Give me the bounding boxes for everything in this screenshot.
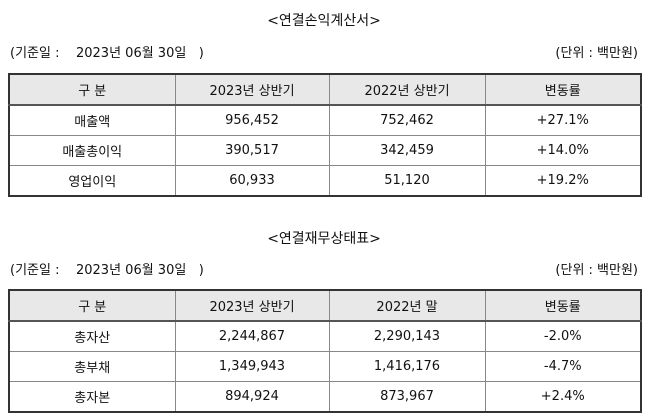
value-2022: 1,416,176 — [328, 351, 486, 382]
table-header-row: 구 분 2023년 상반기 2022년 말 변동률 — [8, 289, 642, 322]
change-rate: +14.0% — [484, 135, 642, 166]
value-2023: 60,933 — [174, 165, 330, 197]
row-label: 영업이익 — [8, 165, 176, 197]
value-2023: 2,244,867 — [174, 320, 330, 352]
row-label: 매출액 — [8, 104, 176, 136]
table-row: 총자본 894,924 873,967 +2.4% — [8, 381, 642, 413]
change-rate: +27.1% — [484, 104, 642, 136]
income-base-date: (기준일 : 2023년 06월 30일 ) — [10, 46, 204, 61]
table-row: 매출총이익 390,517 342,459 +14.0% — [8, 135, 642, 166]
change-rate: -2.0% — [484, 320, 642, 352]
header-2022-end: 2022년 말 — [328, 289, 486, 322]
income-unit: (단위 : 백만원) — [555, 46, 638, 61]
row-label: 총자산 — [8, 320, 176, 352]
row-label: 총자본 — [8, 381, 176, 413]
value-2022: 873,967 — [328, 381, 486, 413]
table-row: 총자산 2,244,867 2,290,143 -2.0% — [8, 320, 642, 352]
balance-sheet-title: <연결재무상태표> — [267, 231, 381, 247]
value-2022: 342,459 — [328, 135, 486, 166]
header-category: 구 분 — [8, 73, 176, 106]
value-2023: 956,452 — [174, 104, 330, 136]
change-rate: -4.7% — [484, 351, 642, 382]
change-rate: +2.4% — [484, 381, 642, 413]
value-2022: 752,462 — [328, 104, 486, 136]
header-change-rate: 변동률 — [484, 73, 642, 106]
header-2023-h1: 2023년 상반기 — [174, 289, 330, 322]
value-2023: 894,924 — [174, 381, 330, 413]
balance-base-date: (기준일 : 2023년 06월 30일 ) — [10, 263, 204, 278]
balance-sheet-table: 구 분 2023년 상반기 2022년 말 변동률 총자산 2,244,867 … — [8, 289, 642, 413]
header-2023-h1: 2023년 상반기 — [174, 73, 330, 106]
header-category: 구 분 — [8, 289, 176, 322]
header-change-rate: 변동률 — [484, 289, 642, 322]
value-2022: 2,290,143 — [328, 320, 486, 352]
table-row: 매출액 956,452 752,462 +27.1% — [8, 104, 642, 136]
table-row: 영업이익 60,933 51,120 +19.2% — [8, 165, 642, 197]
income-statement-title: <연결손익계산서> — [267, 13, 381, 29]
table-header-row: 구 분 2023년 상반기 2022년 상반기 변동률 — [8, 73, 642, 106]
value-2023: 390,517 — [174, 135, 330, 166]
value-2022: 51,120 — [328, 165, 486, 197]
header-2022-h1: 2022년 상반기 — [328, 73, 486, 106]
change-rate: +19.2% — [484, 165, 642, 197]
value-2023: 1,349,943 — [174, 351, 330, 382]
row-label: 매출총이익 — [8, 135, 176, 166]
table-row: 총부채 1,349,943 1,416,176 -4.7% — [8, 351, 642, 382]
income-statement-table: 구 분 2023년 상반기 2022년 상반기 변동률 매출액 956,452 … — [8, 73, 642, 197]
row-label: 총부채 — [8, 351, 176, 382]
balance-unit: (단위 : 백만원) — [555, 263, 638, 278]
